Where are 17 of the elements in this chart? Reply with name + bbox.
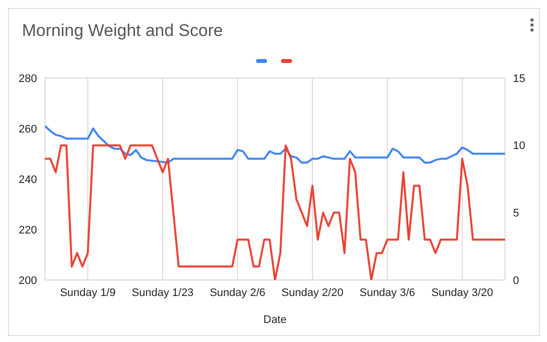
- y2-tick-label: 5: [513, 208, 520, 220]
- y-tick-label: 200: [18, 274, 37, 287]
- x-tick-label: Sunday 2/6: [210, 286, 266, 299]
- y2-tick-label: 15: [513, 72, 526, 85]
- chart-title: Morning Weight and Score: [22, 21, 223, 41]
- x-tick-label: Sunday 1/23: [132, 286, 194, 299]
- x-tick-label: Sunday 1/9: [60, 286, 116, 299]
- y-tick-label: 280: [18, 72, 37, 85]
- x-tick-label: Sunday 2/20: [282, 286, 344, 299]
- y-tick-label: 220: [18, 224, 37, 236]
- y2-tick-label: 10: [513, 140, 526, 152]
- x-tick-label: Sunday 3/20: [431, 286, 494, 299]
- y2-tick-label: 0: [513, 274, 520, 287]
- x-axis-title: Date: [263, 314, 287, 326]
- y-tick-label: 260: [18, 123, 37, 136]
- y-tick-label: 240: [18, 174, 37, 186]
- x-tick-label: Sunday 3/6: [359, 286, 416, 299]
